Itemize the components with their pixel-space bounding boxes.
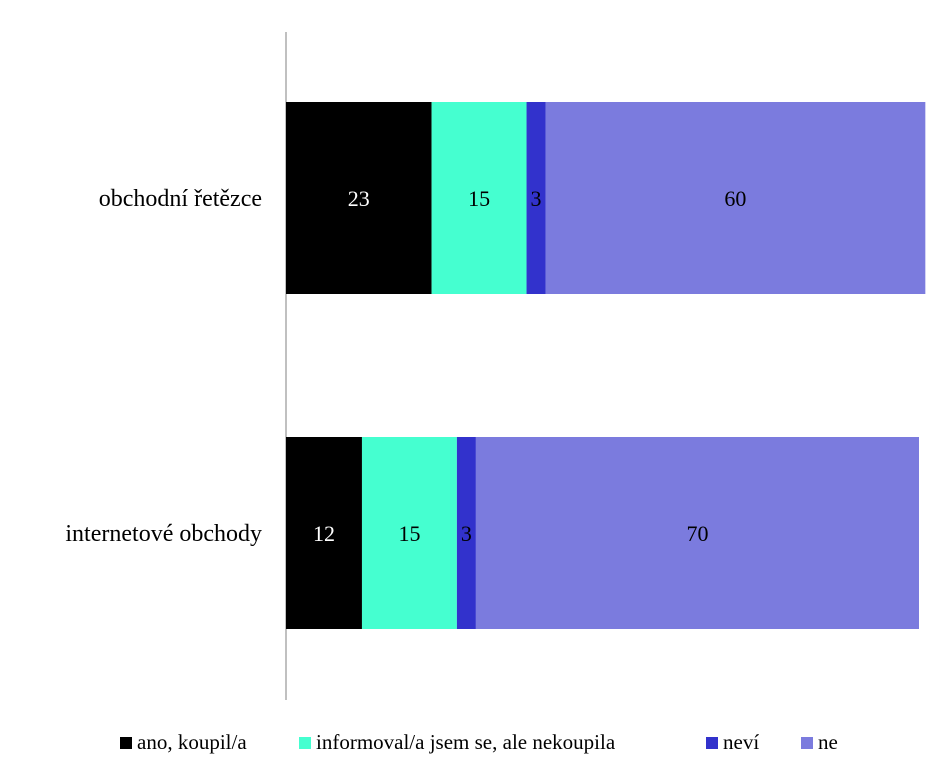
legend-label-nevi: neví bbox=[723, 730, 759, 754]
legend-swatch-informoval-a-jsem-se-ale-nekoupila bbox=[299, 737, 311, 749]
data-labels-group: 23 15 3 60 12 15 3 70 bbox=[313, 186, 746, 546]
data-label-obchodni-retezce-ano-koupil-a: 23 bbox=[348, 186, 370, 211]
data-label-obchodni-retezce-ne: 60 bbox=[724, 186, 746, 211]
bar-obchodni-retezce-nevi bbox=[526, 102, 546, 294]
legend-swatch-ne bbox=[801, 737, 813, 749]
bar-internetove-obchody-ano-koupil-a bbox=[286, 437, 362, 629]
legend-label-ano-koupil-a: ano, koupil/a bbox=[137, 730, 247, 754]
bars-group bbox=[286, 102, 926, 629]
category-label-internetove-obchody: internetové obchody bbox=[65, 521, 262, 547]
legend-label-ne: ne bbox=[818, 730, 838, 754]
bar-obchodni-retezce-ne bbox=[545, 102, 926, 294]
data-label-internetove-obchody-ano-koupil-a: 12 bbox=[313, 521, 335, 546]
data-label-internetove-obchody-nevi: 3 bbox=[461, 521, 472, 546]
legend-label-informoval-a-jsem-se-ale-nekoupila: informoval/a jsem se, ale nekoupila bbox=[316, 730, 616, 754]
data-label-internetove-obchody-ne: 70 bbox=[686, 521, 708, 546]
category-label-obchodni-retezce: obchodní řetězce bbox=[99, 186, 262, 212]
bar-internetove-obchody-nevi bbox=[456, 437, 476, 629]
category-labels-group: obchodní řetězce internetové obchody bbox=[65, 186, 262, 547]
legend-swatch-ano-koupil-a bbox=[120, 737, 132, 749]
bar-obchodni-retezce-informoval-a-jsem-se-ale-nekoupila bbox=[431, 102, 527, 294]
bar-internetove-obchody-informoval-a-jsem-se-ale-nekoupila bbox=[361, 437, 457, 629]
data-label-internetove-obchody-informoval-a-jsem-se-ale-nekoupila: 15 bbox=[398, 521, 420, 546]
legend: ano, koupil/a informoval/a jsem se, ale n… bbox=[120, 730, 838, 754]
data-label-obchodni-retezce-nevi: 3 bbox=[531, 186, 542, 211]
data-label-obchodni-retezce-informoval-a-jsem-se-ale-nekoupila: 15 bbox=[468, 186, 490, 211]
bar-internetove-obchody-ne bbox=[475, 437, 919, 629]
bar-obchodni-retezce-ano-koupil-a bbox=[286, 102, 432, 294]
legend-swatch-nevi bbox=[706, 737, 718, 749]
